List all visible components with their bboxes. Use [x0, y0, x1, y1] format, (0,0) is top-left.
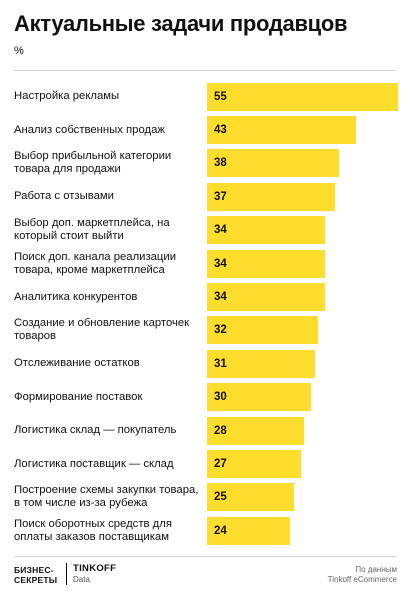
- bar: [207, 249, 326, 278]
- bar: [207, 116, 357, 145]
- value-label: 30: [214, 391, 227, 404]
- bar: [207, 216, 326, 245]
- category-label: Анализ собственных продаж: [14, 123, 165, 136]
- bar-row: Выбор доп. маркетплейса, на который стои…: [0, 214, 411, 247]
- logo-divider: [66, 563, 67, 585]
- value-label: 34: [214, 224, 227, 237]
- bar: [207, 149, 339, 178]
- bar-row: Настройка рекламы 55: [0, 80, 411, 113]
- category-label: Создание и обновление карточек товаров: [14, 317, 190, 343]
- value-label: 31: [214, 357, 227, 370]
- bottom-divider: [14, 556, 397, 557]
- value-label: 34: [214, 257, 227, 270]
- value-label: 38: [214, 157, 227, 170]
- category-label: Работа с отзывами: [14, 190, 114, 203]
- bar: [207, 316, 319, 345]
- tinkoff-logo-sub: Data: [73, 575, 90, 584]
- value-label: 32: [214, 324, 227, 337]
- unit-label: %: [14, 45, 24, 57]
- category-label: Логистика поставщик — склад: [14, 457, 174, 470]
- bar-row: Отслеживание остатков 31: [0, 347, 411, 380]
- value-label: 43: [214, 124, 227, 137]
- category-label: Поиск оборотных средств для оплаты заказ…: [14, 517, 172, 543]
- bar-row: Аналитика конкурентов 34: [0, 280, 411, 313]
- bar: [207, 383, 312, 412]
- business-secrets-logo: БИЗНЕС- СЕКРЕТЫ: [14, 565, 57, 585]
- category-label: Отслеживание остатков: [14, 357, 140, 370]
- bar-row: Поиск оборотных средств для оплаты заказ…: [0, 514, 411, 547]
- source-note: По данным Tinkoff eCommerce: [328, 565, 397, 585]
- bar-row: Построение схемы закупки товара, в том ч…: [0, 481, 411, 514]
- category-label: Логистика склад — покупатель: [14, 424, 177, 437]
- bar: [207, 483, 294, 512]
- logo-bs-line1: БИЗНЕС-: [14, 565, 54, 575]
- logo-bs-line2: СЕКРЕТЫ: [14, 575, 58, 585]
- bar: [207, 450, 301, 479]
- category-label: Аналитика конкурентов: [14, 290, 138, 303]
- bar: [207, 349, 315, 378]
- value-label: 28: [214, 424, 227, 437]
- value-label: 55: [214, 90, 227, 103]
- bar-row: Логистика склад — покупатель 28: [0, 414, 411, 447]
- bar-row: Логистика поставщик — склад 27: [0, 447, 411, 480]
- category-label: Поиск доп. канала реализации товара, кро…: [14, 250, 177, 276]
- value-label: 27: [214, 458, 227, 471]
- value-label: 25: [214, 491, 227, 504]
- source-line2: Tinkoff eCommerce: [327, 575, 397, 584]
- bar-row: Формирование поставок 30: [0, 381, 411, 414]
- bar: [207, 82, 398, 111]
- category-label: Настройка рекламы: [14, 90, 120, 103]
- bar-row: Поиск доп. канала реализации товара, кро…: [0, 247, 411, 280]
- top-divider: [14, 70, 397, 71]
- source-line1: По данным: [355, 565, 397, 574]
- bar-row: Работа с отзывами 37: [0, 180, 411, 213]
- bar: [207, 182, 336, 211]
- category-label: Выбор прибыльной категории товара для пр…: [14, 150, 172, 176]
- value-label: 34: [214, 291, 227, 304]
- bar-row: Анализ собственных продаж 43: [0, 113, 411, 146]
- category-label: Построение схемы закупки товара, в том ч…: [14, 484, 199, 510]
- category-label: Выбор доп. маркетплейса, на который стои…: [14, 217, 170, 243]
- bar: [207, 416, 305, 445]
- bar-row: Создание и обновление карточек товаров 32: [0, 314, 411, 347]
- bar-row: Выбор прибыльной категории товара для пр…: [0, 147, 411, 180]
- value-label: 37: [214, 190, 227, 203]
- value-label: 24: [214, 524, 227, 537]
- category-label: Формирование поставок: [14, 390, 143, 403]
- bar: [207, 516, 291, 545]
- bar: [207, 283, 326, 312]
- tinkoff-logo: TINKOFF: [73, 563, 117, 574]
- chart-title: Актуальные задачи продавцов: [14, 11, 348, 36]
